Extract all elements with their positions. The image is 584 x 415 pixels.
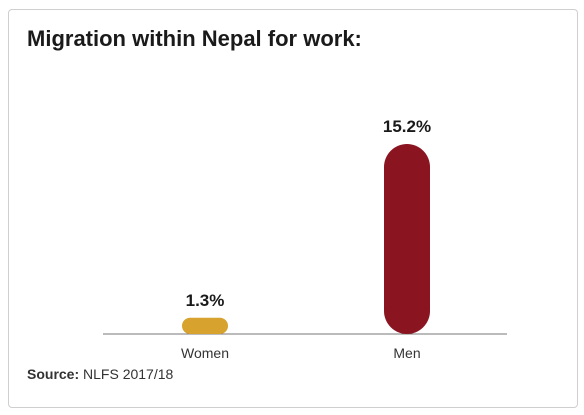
category-label-men: Men xyxy=(393,345,420,361)
value-label-men: 15.2% xyxy=(383,117,431,136)
source-note: Source: NLFS 2017/18 xyxy=(27,366,173,382)
source-label: Source: xyxy=(27,366,80,382)
bar-men xyxy=(384,144,430,334)
source-text: NLFS 2017/18 xyxy=(83,366,174,382)
bar-women xyxy=(182,317,228,334)
chart-card xyxy=(8,9,578,408)
category-label-women: Women xyxy=(181,345,229,361)
value-label-women: 1.3% xyxy=(186,291,225,310)
chart-marks: 1.3% Women 15.2% Men xyxy=(181,117,431,361)
chart-title: Migration within Nepal for work: xyxy=(27,26,362,51)
